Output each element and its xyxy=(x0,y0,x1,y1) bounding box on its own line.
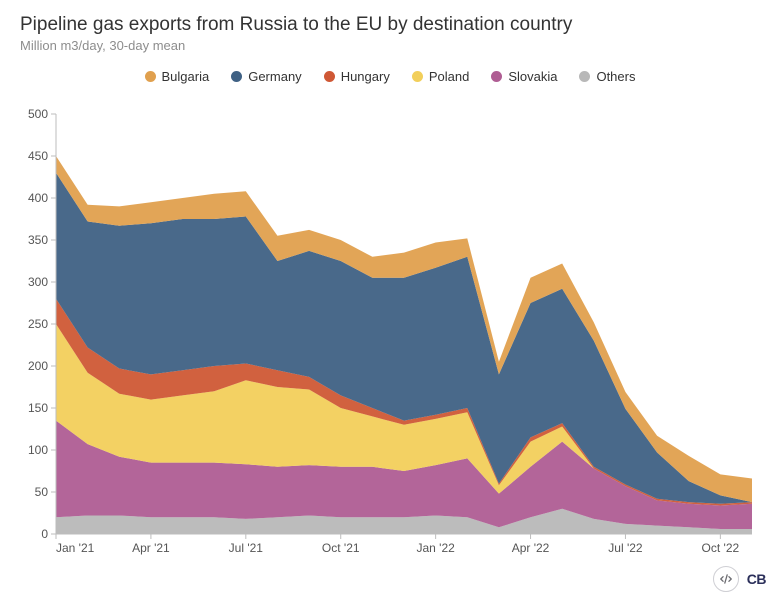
legend-item-others[interactable]: Others xyxy=(579,69,635,84)
footer-icons: CB xyxy=(713,566,766,592)
y-tick-label: 350 xyxy=(28,233,48,247)
legend-swatch xyxy=(145,71,156,82)
legend-swatch xyxy=(579,71,590,82)
x-tick-label: Apr '22 xyxy=(512,541,550,555)
embed-icon[interactable] xyxy=(713,566,739,592)
y-tick-label: 50 xyxy=(35,485,49,499)
legend-swatch xyxy=(491,71,502,82)
legend: Bulgaria Germany Hungary Poland Slovakia Othe… xyxy=(0,63,780,94)
legend-label: Hungary xyxy=(341,69,390,84)
chart-subtitle: Million m3/day, 30-day mean xyxy=(0,38,780,63)
legend-label: Others xyxy=(596,69,635,84)
legend-label: Bulgaria xyxy=(162,69,210,84)
y-tick-label: 200 xyxy=(28,359,48,373)
legend-item-germany[interactable]: Germany xyxy=(231,69,301,84)
x-tick-label: Jul '21 xyxy=(229,541,264,555)
legend-swatch xyxy=(324,71,335,82)
legend-item-bulgaria[interactable]: Bulgaria xyxy=(145,69,210,84)
legend-label: Slovakia xyxy=(508,69,557,84)
legend-label: Poland xyxy=(429,69,469,84)
plot-area: 0 50 100 150 200 250 300 350 400 450 500 Jan '21 Apr… xyxy=(20,108,760,560)
legend-label: Germany xyxy=(248,69,301,84)
legend-item-poland[interactable]: Poland xyxy=(412,69,469,84)
x-tick-label: Jan '21 xyxy=(56,541,95,555)
legend-swatch xyxy=(231,71,242,82)
x-tick-label: Oct '21 xyxy=(322,541,360,555)
chart-container: Pipeline gas exports from Russia to the … xyxy=(0,0,780,600)
x-tick-label: Jan '22 xyxy=(416,541,455,555)
y-tick-label: 100 xyxy=(28,443,48,457)
legend-item-hungary[interactable]: Hungary xyxy=(324,69,390,84)
x-tick-label: Apr '21 xyxy=(132,541,170,555)
y-tick-label: 250 xyxy=(28,317,48,331)
y-tick-label: 450 xyxy=(28,149,48,163)
brand-logo: CB xyxy=(747,571,766,587)
y-tick-label: 0 xyxy=(41,527,48,541)
legend-item-slovakia[interactable]: Slovakia xyxy=(491,69,557,84)
x-tick-label: Oct '22 xyxy=(702,541,740,555)
legend-swatch xyxy=(412,71,423,82)
y-tick-label: 400 xyxy=(28,191,48,205)
chart-title: Pipeline gas exports from Russia to the … xyxy=(0,0,780,38)
y-tick-label: 150 xyxy=(28,401,48,415)
y-tick-label: 500 xyxy=(28,108,48,121)
x-tick-label: Jul '22 xyxy=(608,541,643,555)
y-tick-label: 300 xyxy=(28,275,48,289)
